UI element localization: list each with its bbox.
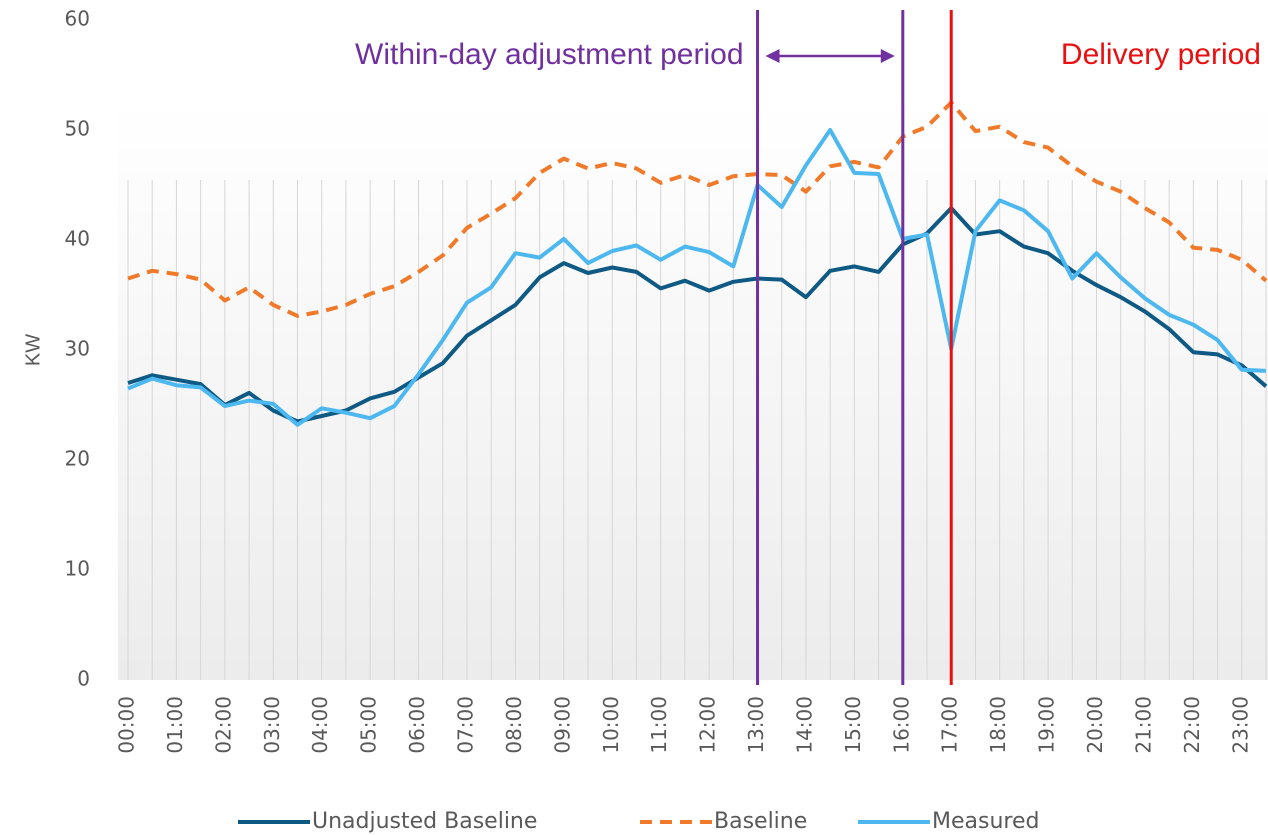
y-tick-label: 20 — [65, 447, 90, 471]
x-tick-label: 00:00 — [115, 696, 139, 754]
x-tick-label: 09:00 — [550, 696, 574, 754]
x-tick-label: 20:00 — [1083, 696, 1107, 754]
arrow-head — [880, 49, 895, 63]
y-tick-label: 10 — [65, 557, 90, 581]
legend-label: Baseline — [714, 809, 807, 834]
series-line — [127, 100, 1268, 318]
x-tick-label: 19:00 — [1035, 696, 1059, 754]
x-tick-label: 01:00 — [163, 696, 187, 754]
x-tick-label: 17:00 — [938, 696, 962, 754]
annotation-text: Within-day adjustment period — [355, 38, 744, 71]
x-tick-label: 13:00 — [744, 696, 768, 754]
y-tick-label: 50 — [65, 117, 90, 141]
x-tick-label: 22:00 — [1180, 696, 1204, 754]
x-tick-label: 07:00 — [453, 696, 477, 754]
x-tick-label: 21:00 — [1131, 696, 1155, 754]
y-tick-label: 60 — [65, 7, 90, 31]
x-tick-label: 02:00 — [211, 696, 235, 754]
legend-item: Baseline — [640, 809, 807, 834]
x-tick-label: 14:00 — [792, 696, 816, 754]
plot-background — [118, 100, 1268, 680]
x-tick-label: 11:00 — [647, 696, 671, 754]
y-tick-label: 40 — [65, 227, 90, 251]
x-tick-label: 10:00 — [599, 696, 623, 754]
legend-item: Unadjusted Baseline — [238, 809, 537, 834]
x-tick-label: 08:00 — [502, 696, 526, 754]
y-axis-label: KW — [22, 334, 44, 366]
y-tick-label: 30 — [65, 337, 90, 361]
x-tick-label: 12:00 — [696, 696, 720, 754]
x-tick-label: 05:00 — [357, 696, 381, 754]
x-tick-label: 23:00 — [1228, 696, 1252, 754]
annotation-text: Delivery period — [1061, 38, 1261, 71]
x-tick-label: 16:00 — [889, 696, 913, 754]
x-tick-label: 04:00 — [308, 696, 332, 754]
x-tick-label: 18:00 — [986, 696, 1010, 754]
arrow-head — [765, 49, 780, 63]
legend-label: Unadjusted Baseline — [312, 809, 537, 834]
y-tick-label: 0 — [77, 667, 90, 691]
x-tick-label: 15:00 — [841, 696, 865, 754]
legend-item: Measured — [858, 809, 1039, 834]
legend-label: Measured — [932, 809, 1039, 834]
x-tick-label: 06:00 — [405, 696, 429, 754]
x-tick-label: 03:00 — [260, 696, 284, 754]
series-line — [127, 128, 1267, 427]
